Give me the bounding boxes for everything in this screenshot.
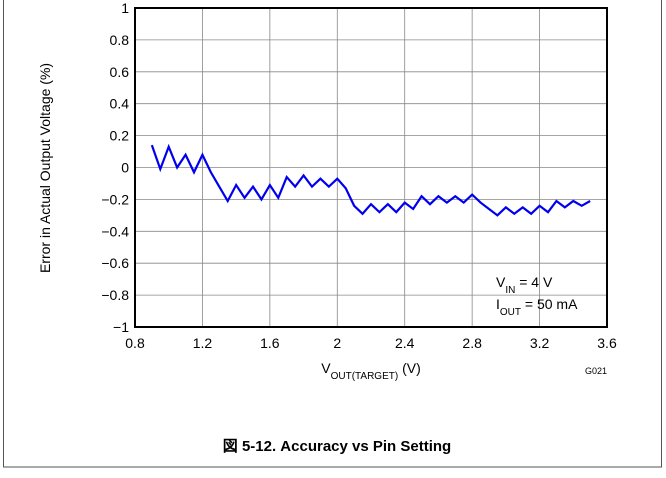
x-tick-label: 3.6 [597,335,617,351]
y-tick-label: −0.6 [101,255,129,271]
figure-frame [3,0,662,468]
y-tick-label: −0.8 [101,287,129,303]
x-axis-label-rest: (V) [398,360,421,376]
x-tick-label: 0.8 [125,335,145,351]
annotation-main: V [496,274,506,290]
x-axis-label-main: V [321,360,331,376]
x-tick-label: 2 [333,335,341,351]
x-tick-label: 2.8 [462,335,482,351]
y-tick-label: 0.6 [110,64,130,80]
annotation-rest: = 50 mA [521,296,578,312]
caption: 図 5-12. Accuracy vs Pin Setting [223,438,451,455]
annotation-rest: = 4 V [515,274,553,290]
plot-border [134,7,608,328]
y-axis-label: Error in Actual Output Voltage (%) [37,63,53,273]
y-tick-label: 0.4 [110,96,130,112]
x-axis-label: VOUT(TARGET) (V) [321,360,421,382]
y-tick-label: 0.8 [110,32,130,48]
x-tick-label: 1.6 [260,335,280,351]
annotation: VIN = 4 V [496,274,553,296]
annotation: IOUT = 50 mA [496,296,578,318]
data-line [150,143,591,217]
figure-id: G021 [585,366,607,376]
annotation-sub: OUT [500,307,521,318]
x-tick-label: 2.4 [395,335,415,351]
y-tick-label: 0.2 [110,128,130,144]
annotation-sub: IN [505,285,515,296]
x-tick-label: 3.2 [530,335,550,351]
y-tick-label: −0.4 [101,223,129,239]
y-tick-label: −1 [113,319,129,335]
y-tick-label: 0 [121,160,129,176]
y-tick-label: −0.2 [101,191,129,207]
x-axis-label-sub: OUT(TARGET) [331,371,399,382]
annotation-main: I [496,296,500,312]
x-tick-label: 1.2 [193,335,213,351]
y-tick-label: 1 [121,0,129,16]
